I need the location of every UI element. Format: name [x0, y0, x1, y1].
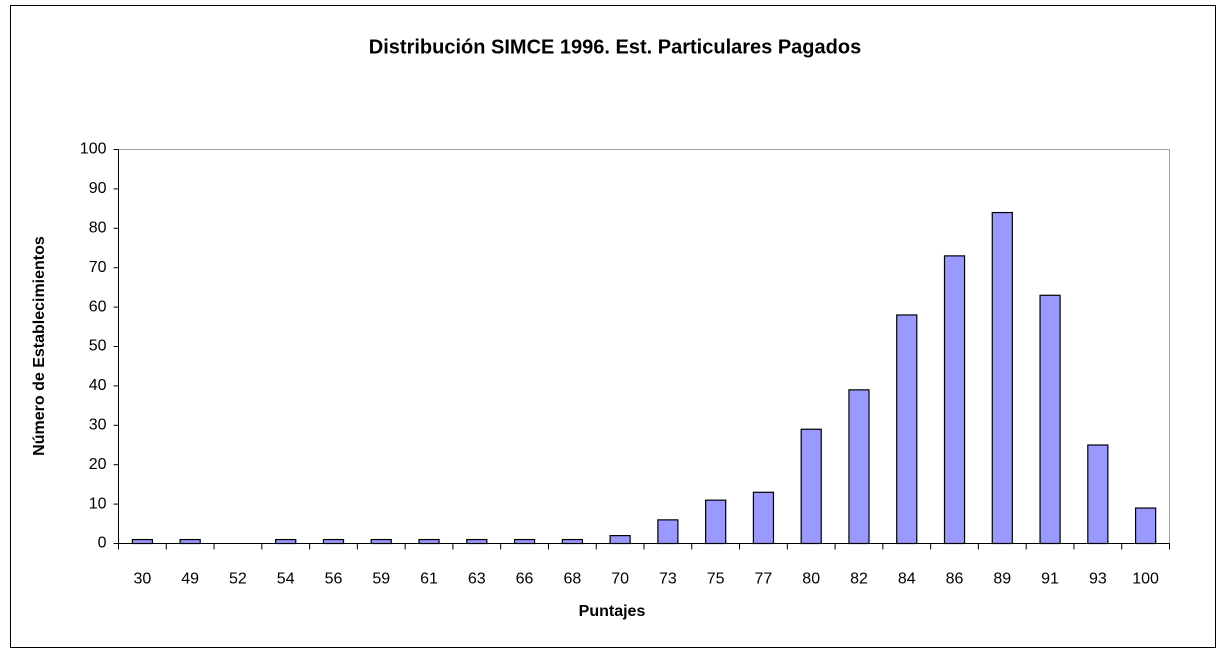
bar [275, 538, 297, 545]
x-tick-label: 86 [946, 571, 964, 588]
bar [370, 538, 392, 545]
x-tick-label: 80 [802, 571, 820, 588]
bar [991, 211, 1013, 545]
y-tick-label: 30 [89, 417, 107, 434]
x-tick-label: 56 [325, 571, 343, 588]
y-tick-label: 80 [89, 220, 107, 237]
x-tick-label: 54 [277, 571, 295, 588]
bar [418, 538, 440, 545]
y-tick-label: 60 [89, 298, 107, 315]
bar [179, 538, 201, 545]
x-tick-label: 68 [563, 571, 581, 588]
x-tick-label: 82 [850, 571, 868, 588]
chart-title: Distribución SIMCE 1996. Est. Particular… [369, 36, 861, 58]
y-tick-label: 10 [89, 495, 107, 512]
x-tick-label: 61 [420, 571, 438, 588]
x-tick-label: 77 [755, 571, 773, 588]
x-tick-label: 49 [181, 571, 199, 588]
bar [561, 538, 583, 545]
y-tick-label: 50 [89, 338, 107, 355]
bar [705, 499, 727, 545]
bar [1087, 444, 1109, 545]
y-tick-label: 70 [89, 259, 107, 276]
bar [609, 535, 631, 545]
bar [513, 538, 536, 545]
y-tick-label: 100 [80, 141, 107, 158]
y-tick-label: 90 [89, 180, 107, 197]
y-tick-label: 20 [89, 456, 107, 473]
x-tick-label: 66 [516, 571, 534, 588]
x-tick-label: 63 [468, 571, 486, 588]
x-tick-label: 59 [372, 571, 390, 588]
x-tick-label: 30 [133, 571, 151, 588]
x-tick-label: 89 [993, 571, 1011, 588]
bar [752, 491, 775, 545]
bar [131, 538, 154, 545]
bar [896, 314, 918, 545]
bar [943, 255, 966, 545]
bar [848, 389, 870, 545]
chart-border [10, 5, 1216, 648]
x-tick-label: 70 [611, 571, 629, 588]
x-tick-label: 52 [229, 571, 247, 588]
x-tick-label: 91 [1041, 571, 1059, 588]
y-tick-label: 0 [98, 535, 107, 552]
x-axis-label: Puntajes [579, 603, 646, 620]
x-tick-label: 84 [898, 571, 916, 588]
y-axis-label: Número de Establecimientos [31, 236, 48, 456]
x-tick-label: 93 [1089, 571, 1107, 588]
bar [1134, 507, 1157, 545]
bar [1039, 294, 1061, 545]
bar [800, 428, 822, 545]
x-tick-label: 100 [1132, 571, 1159, 588]
bar [466, 538, 488, 545]
x-tick-label: 75 [707, 571, 725, 588]
y-tick-label: 40 [89, 377, 107, 394]
bar [322, 538, 345, 545]
x-tick-label: 73 [659, 571, 677, 588]
bar [657, 519, 679, 545]
